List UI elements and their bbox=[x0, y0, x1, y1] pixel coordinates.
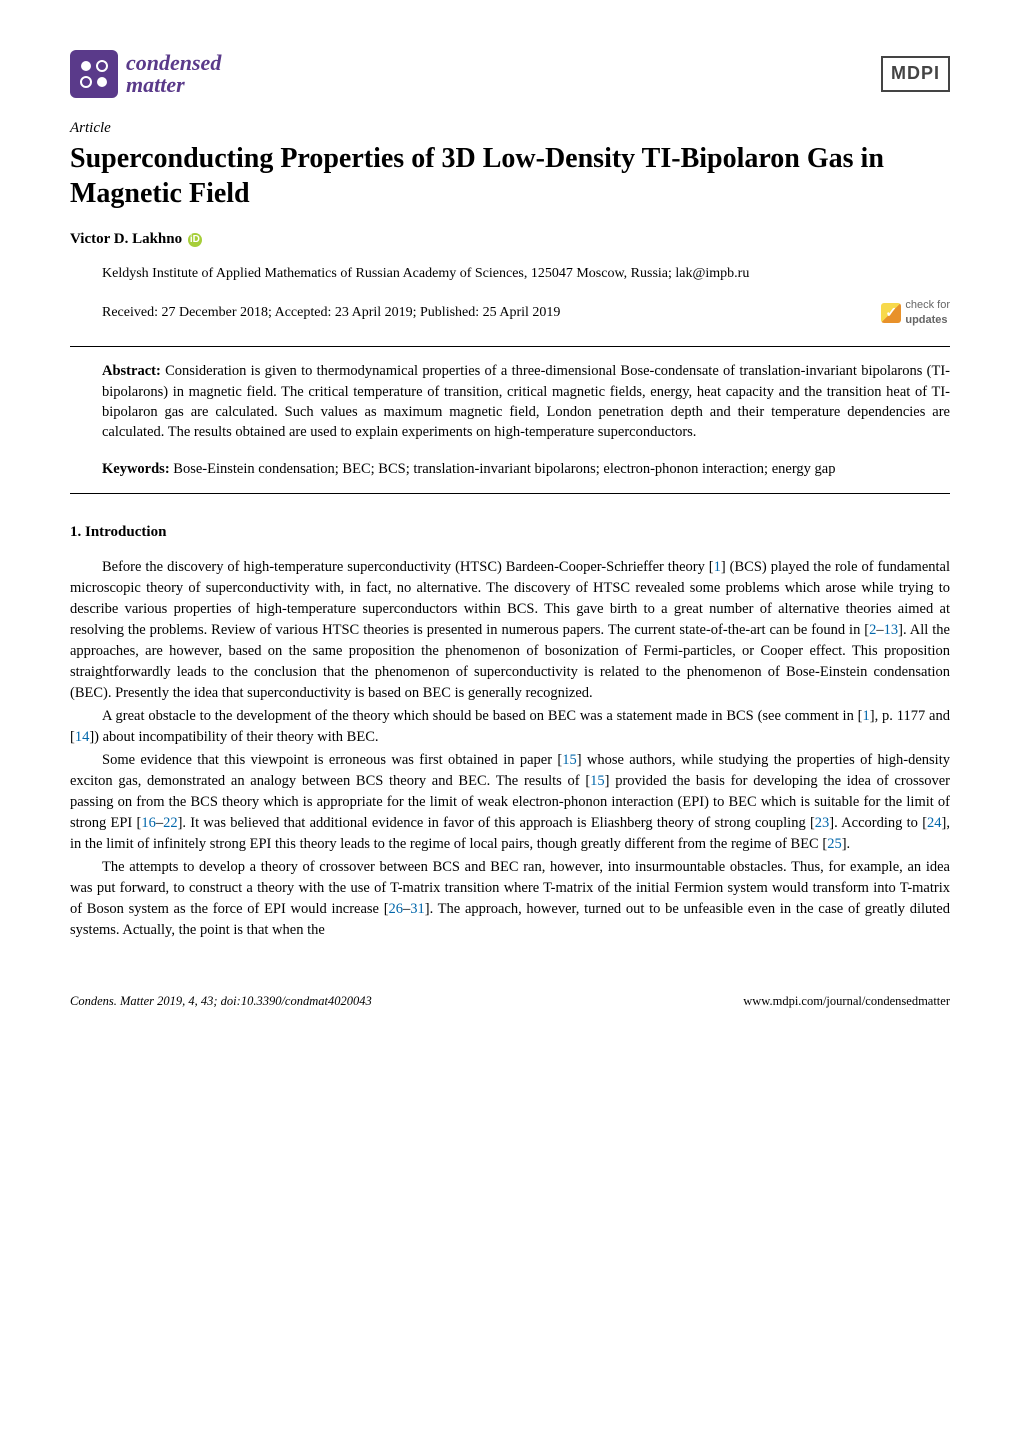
body-text: Before the discovery of high-temperature… bbox=[70, 557, 950, 941]
check-for-updates[interactable]: check for updates bbox=[881, 298, 950, 329]
citation-link[interactable]: 25 bbox=[827, 836, 842, 852]
citation-link[interactable]: 13 bbox=[884, 622, 899, 638]
keywords-label: Keywords: bbox=[102, 461, 170, 477]
paragraph: The attempts to develop a theory of cros… bbox=[70, 857, 950, 941]
text-run: Some evidence that this viewpoint is err… bbox=[102, 752, 562, 768]
citation-link[interactable]: 31 bbox=[410, 901, 425, 917]
check-updates-line2: updates bbox=[905, 313, 950, 328]
keywords-block: Keywords: Bose-Einstein condensation; BE… bbox=[70, 459, 950, 479]
footer-url[interactable]: www.mdpi.com/journal/condensedmatter bbox=[743, 993, 950, 1011]
keywords-text: Bose-Einstein condensation; BEC; BCS; tr… bbox=[173, 461, 835, 477]
footer-citation: Condens. Matter 2019, 4, 43; doi:10.3390… bbox=[70, 993, 372, 1011]
paragraph: A great obstacle to the development of t… bbox=[70, 706, 950, 748]
citation-link[interactable]: 15 bbox=[562, 752, 577, 768]
citation-link[interactable]: 24 bbox=[927, 815, 942, 831]
orcid-icon[interactable]: iD bbox=[188, 233, 202, 247]
check-updates-line1: check for bbox=[905, 298, 950, 313]
footer-row: Condens. Matter 2019, 4, 43; doi:10.3390… bbox=[70, 989, 950, 1011]
abstract-text: Consideration is given to thermodynamica… bbox=[102, 363, 950, 440]
affiliation: Keldysh Institute of Applied Mathematics… bbox=[70, 264, 950, 284]
check-updates-text: check for updates bbox=[905, 298, 950, 329]
journal-icon bbox=[70, 50, 118, 98]
citation-link[interactable]: 14 bbox=[75, 729, 90, 745]
citation-link[interactable]: 26 bbox=[389, 901, 404, 917]
text-run: ]. It was believed that additional evide… bbox=[178, 815, 815, 831]
citation-link[interactable]: 23 bbox=[815, 815, 830, 831]
abstract-block: Abstract: Consideration is given to ther… bbox=[70, 361, 950, 442]
citation-link[interactable]: 22 bbox=[163, 815, 178, 831]
text-run: ]. bbox=[842, 836, 850, 852]
author-name: Victor D. Lakhno bbox=[70, 231, 182, 247]
article-type: Article bbox=[70, 118, 950, 139]
author-row: Victor D. Lakhno iD bbox=[70, 229, 950, 250]
journal-name-line1: condensed bbox=[126, 52, 221, 74]
citation-link[interactable]: 1 bbox=[863, 708, 870, 724]
citation-link[interactable]: 15 bbox=[590, 773, 605, 789]
article-dates: Received: 27 December 2018; Accepted: 23… bbox=[102, 303, 560, 323]
journal-name: condensed matter bbox=[126, 52, 221, 96]
journal-name-line2: matter bbox=[126, 74, 221, 96]
header-row: condensed matter MDPI bbox=[70, 50, 950, 98]
text-run: ]. According to [ bbox=[829, 815, 927, 831]
citation-link[interactable]: 1 bbox=[714, 559, 721, 575]
citation-link[interactable]: 16 bbox=[141, 815, 156, 831]
section-heading: 1. Introduction bbox=[70, 522, 950, 543]
divider bbox=[70, 346, 950, 347]
paragraph: Some evidence that this viewpoint is err… bbox=[70, 750, 950, 855]
paragraph: Before the discovery of high-temperature… bbox=[70, 557, 950, 704]
journal-logo: condensed matter bbox=[70, 50, 221, 98]
text-run: ]) about incompatibility of their theory… bbox=[89, 729, 378, 745]
dates-row: Received: 27 December 2018; Accepted: 23… bbox=[70, 298, 950, 329]
text-run: A great obstacle to the development of t… bbox=[102, 708, 863, 724]
check-updates-icon bbox=[881, 303, 901, 323]
publisher-logo: MDPI bbox=[881, 56, 950, 91]
abstract-label: Abstract: bbox=[102, 363, 161, 379]
divider bbox=[70, 493, 950, 494]
text-run: Before the discovery of high-temperature… bbox=[102, 559, 714, 575]
text-run: – bbox=[876, 622, 883, 638]
article-title: Superconducting Properties of 3D Low-Den… bbox=[70, 141, 950, 211]
text-run: – bbox=[156, 815, 163, 831]
